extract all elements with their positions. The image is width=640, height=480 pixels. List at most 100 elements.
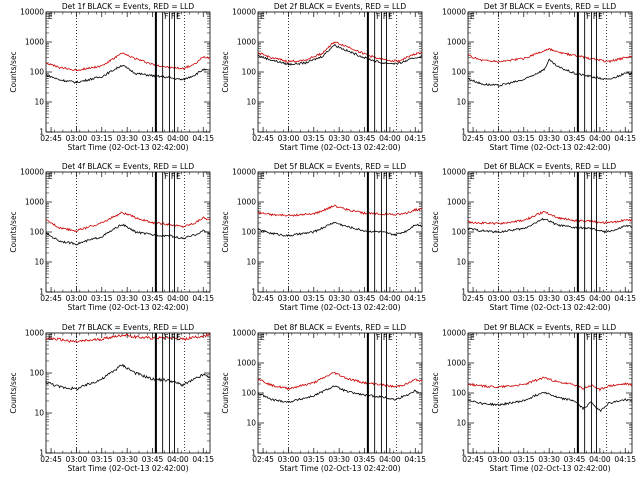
- plot-frame: [45, 332, 211, 454]
- series-line: [257, 221, 423, 237]
- chart-panel-8: Det 8f BLACK = Events, RED = LLD 1 10 100 10…: [221, 323, 426, 473]
- series-line: [257, 204, 423, 217]
- series-line: [467, 58, 633, 87]
- x-tick-label: 03:00: [488, 134, 510, 143]
- y-tick-label: 1000: [447, 38, 466, 47]
- series-line: [45, 363, 211, 391]
- y-tick-label: 100: [242, 389, 257, 398]
- y-tick-label: 1: [39, 449, 44, 458]
- plot-frame: [257, 332, 423, 454]
- x-tick-label: 03:45: [142, 134, 164, 143]
- interval-marker-label: F: [376, 172, 380, 181]
- y-tick-label: 100: [30, 228, 45, 237]
- x-tick-label: 04:15: [614, 455, 636, 464]
- x-tick-label: 02:45: [40, 294, 62, 303]
- corner-label: E: [470, 172, 475, 181]
- y-tick-label: 10: [246, 419, 256, 428]
- interval-marker-label: F: [586, 172, 590, 181]
- x-tick-label: 03:00: [278, 455, 300, 464]
- corner-label: E: [470, 12, 475, 21]
- series-line: [45, 211, 211, 233]
- x-axis-label: Start Time (02-Oct-13 02:42:00): [279, 143, 400, 152]
- chart-panel-2: Det 2f BLACK = Events, RED = LLD 1 10 100 10…: [221, 2, 426, 152]
- series-line: [257, 371, 423, 391]
- y-tick-label: 1: [251, 449, 256, 458]
- series-line: [467, 391, 633, 413]
- x-axis-label: Start Time (02-Oct-13 02:42:00): [489, 303, 610, 312]
- x-tick-label: 03:15: [303, 134, 325, 143]
- x-tick-label: 03:30: [538, 134, 560, 143]
- x-tick-label: 04:15: [192, 455, 214, 464]
- x-tick-label: 03:15: [513, 294, 535, 303]
- y-tick-label: 100: [242, 228, 257, 237]
- corner-label: E: [470, 333, 475, 342]
- y-tick-label: 100: [242, 68, 257, 77]
- x-tick-label: 03:15: [303, 294, 325, 303]
- y-tick-label: 10: [34, 258, 44, 267]
- chart-title: Det 7f BLACK = Events, RED = LLD: [62, 323, 195, 332]
- x-tick-label: 03:45: [142, 294, 164, 303]
- x-axis-label: Start Time (02-Oct-13 02:42:00): [279, 303, 400, 312]
- y-tick-label: 100: [452, 68, 467, 77]
- y-tick-label: 10000: [232, 8, 256, 17]
- x-tick-label: 03:00: [278, 134, 300, 143]
- chart-title: Det 5f BLACK = Events, RED = LLD: [274, 162, 407, 171]
- interval-marker-label: F: [383, 12, 387, 21]
- chart-title: Det 4f BLACK = Events, RED = LLD: [62, 162, 195, 171]
- plot-frame: [467, 11, 633, 133]
- y-axis-label: Counts/sec: [221, 211, 230, 252]
- interval-marker-label: F: [593, 12, 597, 21]
- chart-panel-4: Det 4f BLACK = Events, RED = LLD 1 10 100 10…: [9, 162, 214, 312]
- plot-frame: [45, 171, 211, 293]
- series-line: [467, 376, 633, 392]
- y-tick-label: 10: [246, 258, 256, 267]
- interval-marker-label: F: [171, 172, 175, 181]
- y-tick-label: 1000: [25, 38, 44, 47]
- y-axis-label: Counts/sec: [431, 211, 440, 252]
- interval-marker-label: F: [164, 12, 168, 21]
- y-axis-label: Counts/sec: [431, 372, 440, 413]
- y-axis-label: Counts/sec: [9, 211, 18, 252]
- y-tick-label: 10000: [232, 329, 256, 338]
- chart-title: Det 6f BLACK = Events, RED = LLD: [484, 162, 617, 171]
- chart-panel-6: Det 6f BLACK = Events, RED = LLD 1 10 100 10…: [431, 162, 636, 312]
- series-line: [45, 52, 211, 72]
- chart-panel-5: Det 5f BLACK = Events, RED = LLD 1 10 100 10…: [221, 162, 426, 312]
- x-tick-label: 03:45: [354, 134, 376, 143]
- x-tick-label: 04:15: [192, 134, 214, 143]
- x-tick-label: 02:45: [40, 455, 62, 464]
- x-tick-label: 04:00: [379, 134, 401, 143]
- chart-title: Det 3f BLACK = Events, RED = LLD: [484, 2, 617, 11]
- x-tick-label: 04:15: [404, 455, 426, 464]
- x-axis-label: Start Time (02-Oct-13 02:42:00): [279, 464, 400, 473]
- x-axis-label: Start Time (02-Oct-13 02:42:00): [67, 464, 188, 473]
- x-tick-label: 02:45: [252, 294, 274, 303]
- interval-marker-label: F: [376, 333, 380, 342]
- y-axis-label: Counts/sec: [221, 372, 230, 413]
- x-tick-label: 03:30: [538, 294, 560, 303]
- y-tick-label: 1000: [237, 359, 256, 368]
- y-tick-label: 100: [30, 369, 45, 378]
- x-tick-label: 03:30: [328, 134, 350, 143]
- interval-marker-label: E: [176, 172, 181, 181]
- y-tick-label: 10: [34, 98, 44, 107]
- y-axis-label: Counts/sec: [9, 51, 18, 92]
- x-axis-label: Start Time (02-Oct-13 02:42:00): [67, 143, 188, 152]
- interval-marker-label: F: [171, 333, 175, 342]
- y-tick-label: 1000: [237, 198, 256, 207]
- y-tick-label: 1: [251, 128, 256, 137]
- y-axis-label: Counts/sec: [9, 372, 18, 413]
- x-tick-label: 03:30: [116, 134, 138, 143]
- x-tick-label: 03:45: [564, 134, 586, 143]
- x-tick-label: 03:45: [354, 294, 376, 303]
- interval-marker-label: E: [598, 12, 603, 21]
- interval-marker-label: F: [586, 12, 590, 21]
- y-tick-label: 10: [456, 258, 466, 267]
- x-tick-label: 03:30: [328, 294, 350, 303]
- x-axis-label: Start Time (02-Oct-13 02:42:00): [489, 143, 610, 152]
- y-tick-label: 1: [39, 128, 44, 137]
- x-tick-label: 02:45: [462, 294, 484, 303]
- y-tick-label: 1: [461, 449, 466, 458]
- x-tick-label: 03:30: [116, 294, 138, 303]
